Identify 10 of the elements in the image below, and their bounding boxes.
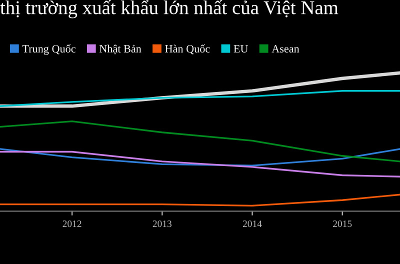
x-tick-label: 2015 xyxy=(333,220,352,228)
x-tick-label: 2014 xyxy=(242,220,262,228)
legend-label: EU xyxy=(234,45,248,53)
x-tick-label: 2012 xyxy=(62,220,82,228)
legend-label: Trung Quốc xyxy=(22,44,76,55)
legend-label: Nhật Bản xyxy=(99,44,142,54)
legend-label: Hàn Quốc xyxy=(165,44,210,54)
chart-title: thị trường xuất khẩu lớn nhất của Việt Nam xyxy=(0,0,338,18)
legend-label: Asean xyxy=(272,45,300,53)
x-tick-label: 2013 xyxy=(152,220,172,228)
